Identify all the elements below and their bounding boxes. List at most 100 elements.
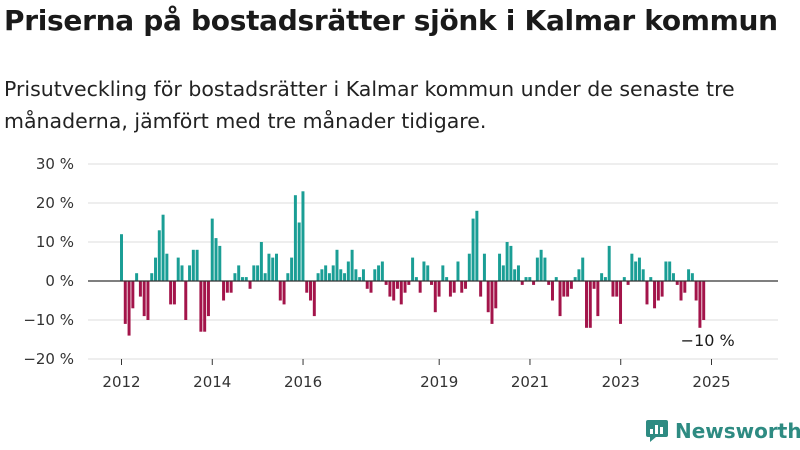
bar	[282, 281, 286, 305]
bar	[263, 273, 267, 281]
x-tick-label: 2021	[511, 373, 549, 391]
bar	[343, 273, 347, 281]
y-tick-label: −10 %	[23, 311, 74, 329]
bar	[312, 281, 316, 317]
bar	[460, 281, 464, 293]
bar	[687, 269, 691, 281]
bar	[653, 281, 657, 309]
bar	[161, 214, 165, 281]
bar	[596, 281, 600, 317]
bar	[327, 273, 331, 281]
newsworthy-logo: Newsworthy	[645, 419, 800, 443]
bar	[524, 277, 528, 281]
bar	[490, 281, 494, 324]
bar	[505, 242, 509, 281]
bar	[543, 257, 547, 281]
bar	[547, 281, 551, 285]
bar	[237, 265, 241, 281]
bar	[157, 230, 161, 281]
x-tick-label: 2014	[193, 373, 231, 391]
bar	[430, 281, 433, 285]
bar	[286, 273, 290, 281]
x-axis: 2012 2014 2016 2019 2021 2023 2025	[102, 359, 731, 391]
bar	[641, 269, 645, 281]
bar	[615, 281, 619, 297]
bar	[494, 281, 498, 309]
bar	[169, 281, 173, 305]
bar	[437, 281, 441, 297]
bar	[566, 281, 570, 297]
bar	[384, 281, 388, 285]
bar	[256, 265, 260, 281]
bar	[660, 281, 664, 297]
bar	[218, 245, 222, 281]
bar	[634, 261, 638, 281]
bar	[127, 281, 131, 336]
bar	[535, 257, 539, 281]
bar	[467, 253, 471, 281]
gridlines	[88, 163, 778, 360]
bar	[645, 281, 649, 305]
bar	[395, 281, 399, 289]
bar	[210, 218, 214, 281]
bar	[278, 281, 282, 301]
bar	[120, 234, 123, 281]
bar	[248, 281, 252, 289]
bar	[267, 253, 271, 281]
bar	[426, 265, 430, 281]
bar	[498, 253, 502, 281]
bar	[611, 281, 615, 297]
y-axis: −20 % −10 % 0 % 10 % 20 % 30 %	[23, 155, 74, 368]
bar	[501, 265, 505, 281]
bar	[456, 261, 460, 281]
bar	[180, 265, 184, 281]
bar	[154, 257, 158, 281]
bar	[403, 281, 407, 293]
bar	[123, 281, 127, 324]
x-tick-label: 2023	[602, 373, 640, 391]
bar	[380, 261, 384, 281]
bar	[146, 281, 150, 320]
bar	[222, 281, 226, 301]
y-tick-label: 30 %	[36, 155, 74, 173]
y-tick-label: 0 %	[45, 272, 74, 290]
bar	[569, 281, 573, 289]
bar	[558, 281, 562, 317]
bar	[377, 265, 381, 281]
x-tick-label: 2012	[102, 373, 140, 391]
bar	[588, 281, 592, 328]
bar	[626, 281, 630, 285]
bar	[320, 269, 324, 281]
bar	[373, 269, 377, 281]
bar	[690, 273, 694, 281]
bar	[668, 261, 672, 281]
bar	[240, 277, 244, 281]
newsworthy-logo-icon	[646, 420, 668, 442]
bar	[172, 281, 176, 305]
bar	[550, 281, 554, 301]
bar	[433, 281, 437, 313]
bar	[275, 253, 278, 281]
x-tick-label: 2025	[692, 373, 730, 391]
bar	[683, 281, 687, 293]
bar	[331, 265, 335, 281]
bar	[622, 277, 626, 281]
bar	[585, 281, 588, 328]
bar	[407, 281, 411, 285]
bar	[637, 257, 641, 281]
bar	[203, 281, 207, 332]
bar	[479, 281, 483, 297]
bar	[486, 281, 490, 313]
bar	[297, 222, 301, 281]
bar	[675, 281, 679, 285]
bar	[142, 281, 146, 317]
bar	[603, 277, 607, 281]
bar	[399, 281, 403, 305]
bar	[573, 277, 577, 281]
bar	[600, 273, 604, 281]
bar	[324, 265, 328, 281]
bar	[225, 281, 229, 293]
bar	[448, 281, 452, 297]
bar	[577, 269, 581, 281]
bar	[702, 281, 706, 320]
